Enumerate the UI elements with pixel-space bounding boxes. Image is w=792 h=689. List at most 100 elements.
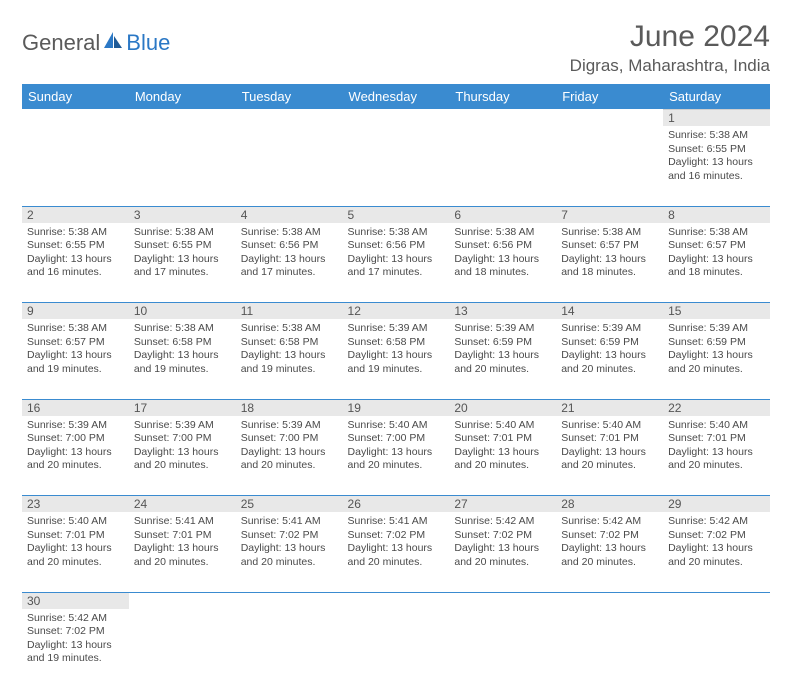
day1-line: Daylight: 13 hours	[348, 542, 445, 556]
calendar-cell	[343, 126, 450, 206]
day-number: 7	[556, 206, 663, 223]
day2-line: and 18 minutes.	[454, 266, 551, 280]
calendar-cell: Sunrise: 5:38 AMSunset: 6:57 PMDaylight:…	[556, 223, 663, 303]
day1-line: Daylight: 13 hours	[668, 253, 765, 267]
header: General Blue June 2024 Digras, Maharasht…	[22, 20, 770, 76]
calendar-cell	[556, 126, 663, 206]
day-header-sunday: Sunday	[22, 84, 129, 110]
calendar-cell	[129, 609, 236, 689]
day2-line: and 17 minutes.	[134, 266, 231, 280]
day-number: 9	[22, 303, 129, 320]
day2-line: and 19 minutes.	[27, 363, 124, 377]
day-number	[236, 592, 343, 609]
day-number: 20	[449, 399, 556, 416]
day-number	[129, 110, 236, 127]
calendar-cell: Sunrise: 5:38 AMSunset: 6:56 PMDaylight:…	[236, 223, 343, 303]
day1-line: Daylight: 13 hours	[134, 542, 231, 556]
day-number: 28	[556, 496, 663, 513]
day2-line: and 20 minutes.	[134, 459, 231, 473]
calendar-body: 1Sunrise: 5:38 AMSunset: 6:55 PMDaylight…	[22, 110, 770, 689]
day1-line: Daylight: 13 hours	[348, 349, 445, 363]
day1-line: Daylight: 13 hours	[27, 639, 124, 653]
day1-line: Daylight: 13 hours	[454, 446, 551, 460]
day2-line: and 20 minutes.	[561, 363, 658, 377]
sunrise-line: Sunrise: 5:38 AM	[134, 226, 231, 240]
calendar-cell	[663, 609, 770, 689]
calendar-cell	[236, 126, 343, 206]
day-number	[449, 110, 556, 127]
day2-line: and 17 minutes.	[348, 266, 445, 280]
day2-line: and 20 minutes.	[454, 556, 551, 570]
calendar-cell: Sunrise: 5:39 AMSunset: 6:58 PMDaylight:…	[343, 319, 450, 399]
logo-text-blue: Blue	[126, 30, 170, 56]
week-row: Sunrise: 5:42 AMSunset: 7:02 PMDaylight:…	[22, 609, 770, 689]
day2-line: and 16 minutes.	[27, 266, 124, 280]
calendar-cell: Sunrise: 5:38 AMSunset: 6:56 PMDaylight:…	[449, 223, 556, 303]
day-number: 22	[663, 399, 770, 416]
day1-line: Daylight: 13 hours	[668, 349, 765, 363]
calendar-cell: Sunrise: 5:40 AMSunset: 7:01 PMDaylight:…	[556, 416, 663, 496]
day1-line: Daylight: 13 hours	[27, 446, 124, 460]
day-number: 23	[22, 496, 129, 513]
day-number: 26	[343, 496, 450, 513]
month-title: June 2024	[570, 20, 770, 54]
day-number	[129, 592, 236, 609]
day-header-thursday: Thursday	[449, 84, 556, 110]
day2-line: and 20 minutes.	[27, 556, 124, 570]
calendar-cell: Sunrise: 5:39 AMSunset: 7:00 PMDaylight:…	[236, 416, 343, 496]
day1-line: Daylight: 13 hours	[134, 349, 231, 363]
day1-line: Daylight: 13 hours	[27, 349, 124, 363]
sunset-line: Sunset: 7:00 PM	[134, 432, 231, 446]
week-row: Sunrise: 5:39 AM Sunset: 7:00 PM Daylight:…	[22, 416, 770, 496]
sunrise-line: Sunrise: 5:38 AM	[561, 226, 658, 240]
sunset-line: Sunset: 7:01 PM	[134, 529, 231, 543]
day1-line: Daylight: 13 hours	[27, 542, 124, 556]
calendar-cell	[129, 126, 236, 206]
location: Digras, Maharashtra, India	[570, 56, 770, 76]
sunset-line: Sunset: 6:56 PM	[454, 239, 551, 253]
day2-line: and 20 minutes.	[561, 556, 658, 570]
day-header-wednesday: Wednesday	[343, 84, 450, 110]
day-header-saturday: Saturday	[663, 84, 770, 110]
sunset-line: Sunset: 7:02 PM	[241, 529, 338, 543]
day2-line: and 17 minutes.	[241, 266, 338, 280]
day1-line: Daylight: 13 hours	[454, 349, 551, 363]
sunset-line: Sunset: 7:02 PM	[454, 529, 551, 543]
day2-line: and 20 minutes.	[668, 459, 765, 473]
calendar-cell: Sunrise: 5:42 AMSunset: 7:02 PMDaylight:…	[556, 512, 663, 592]
day2-line: and 20 minutes.	[348, 556, 445, 570]
day-number	[343, 592, 450, 609]
calendar-cell: Sunrise: 5:40 AMSunset: 7:01 PMDaylight:…	[663, 416, 770, 496]
sunset-line: Sunset: 6:57 PM	[27, 336, 124, 350]
day2-line: and 20 minutes.	[134, 556, 231, 570]
calendar-cell	[343, 609, 450, 689]
day-number: 2	[22, 206, 129, 223]
sunrise-line: Sunrise: 5:42 AM	[561, 515, 658, 529]
sunset-line: Sunset: 6:57 PM	[668, 239, 765, 253]
sunrise-line: Sunrise: 5:39 AM	[27, 419, 124, 433]
calendar-cell: Sunrise: 5:42 AMSunset: 7:02 PMDaylight:…	[663, 512, 770, 592]
sunrise-line: Sunrise: 5:38 AM	[454, 226, 551, 240]
sunset-line: Sunset: 6:59 PM	[668, 336, 765, 350]
day2-line: and 19 minutes.	[348, 363, 445, 377]
sunrise-line: Sunrise: 5:39 AM	[668, 322, 765, 336]
day-number	[449, 592, 556, 609]
day-number	[663, 592, 770, 609]
sunrise-line: Sunrise: 5:38 AM	[27, 226, 124, 240]
sunset-line: Sunset: 6:56 PM	[241, 239, 338, 253]
day-number: 5	[343, 206, 450, 223]
day-number	[343, 110, 450, 127]
week-row: Sunrise: 5:38 AMSunset: 6:57 PMDaylight:…	[22, 319, 770, 399]
day2-line: and 20 minutes.	[454, 459, 551, 473]
sunset-line: Sunset: 7:02 PM	[561, 529, 658, 543]
day1-line: Daylight: 13 hours	[454, 542, 551, 556]
calendar-cell: Sunrise: 5:39 AMSunset: 7:00 PMDaylight:…	[129, 416, 236, 496]
sunrise-line: Sunrise: 5:41 AM	[241, 515, 338, 529]
sunrise-line: Sunrise: 5:38 AM	[241, 322, 338, 336]
logo: General Blue	[22, 30, 170, 56]
day-number: 14	[556, 303, 663, 320]
day-number: 16	[22, 399, 129, 416]
day1-line: Daylight: 13 hours	[561, 349, 658, 363]
calendar-cell	[556, 609, 663, 689]
day-number: 27	[449, 496, 556, 513]
